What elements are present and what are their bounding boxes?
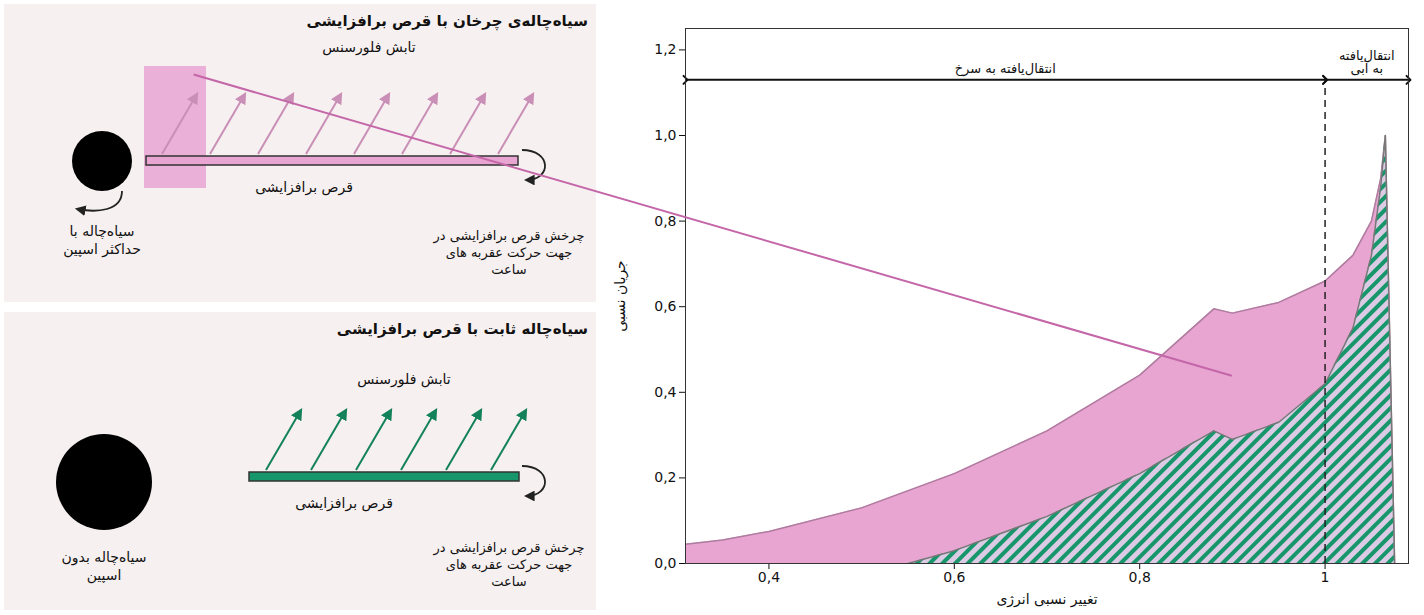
svg-text:0,6: 0,6 (654, 298, 676, 314)
svg-text:جریان نسبی: جریان نسبی (612, 260, 629, 332)
svg-text:چرخش قرص برافزایشی در: چرخش قرص برافزایشی در (433, 228, 585, 244)
svg-text:0,4: 0,4 (758, 569, 780, 585)
svg-text:اسپین: اسپین (87, 567, 122, 584)
svg-text:ساعت: ساعت (491, 574, 526, 589)
svg-text:سیاه‌چاله با: سیاه‌چاله با (70, 223, 135, 240)
svg-text:تابش فلورسنس: تابش فلورسنس (322, 39, 416, 56)
svg-text:0,8: 0,8 (654, 213, 676, 229)
svg-text:0,4: 0,4 (654, 384, 676, 400)
svg-text:1: 1 (1321, 569, 1330, 585)
svg-text:جهت حرکت عقربه های: جهت حرکت عقربه های (446, 557, 572, 573)
svg-text:1,2: 1,2 (654, 41, 676, 57)
svg-text:1,0: 1,0 (654, 127, 676, 143)
svg-text:0,0: 0,0 (654, 555, 676, 571)
svg-text:قرص برافزایشی: قرص برافزایشی (295, 495, 393, 512)
svg-text:0,2: 0,2 (654, 469, 676, 485)
svg-text:چرخش قرص برافزایشی در: چرخش قرص برافزایشی در (433, 540, 585, 556)
svg-text:حداکثر اسپین: حداکثر اسپین (63, 241, 141, 258)
svg-text:سیاه‌چاله ثابت با قرص برافزایش: سیاه‌چاله ثابت با قرص برافزایشی (337, 320, 588, 339)
svg-text:جهت حرکت عقربه های: جهت حرکت عقربه های (446, 245, 572, 261)
svg-text:ساعت: ساعت (491, 262, 526, 277)
svg-text:0,8: 0,8 (1129, 569, 1151, 585)
svg-text:سیاه‌چاله‌ی چرخان با قرص برافز: سیاه‌چاله‌ی چرخان با قرص برافزایشی (306, 12, 588, 31)
svg-text:تابش فلورسنس: تابش فلورسنس (357, 371, 451, 388)
svg-text:انتقال‌یافته به سرخ: انتقال‌یافته به سرخ (955, 61, 1056, 77)
svg-text:قرص برافزایشی: قرص برافزایشی (255, 179, 353, 196)
svg-text:سیاه‌چاله بدون: سیاه‌چاله بدون (62, 549, 147, 566)
svg-text:0,6: 0,6 (943, 569, 965, 585)
svg-text:انتقال‌یافتهبه آبی: انتقال‌یافتهبه آبی (1339, 48, 1395, 76)
svg-text:تغییر نسبی انرژی: تغییر نسبی انرژی (996, 591, 1097, 608)
